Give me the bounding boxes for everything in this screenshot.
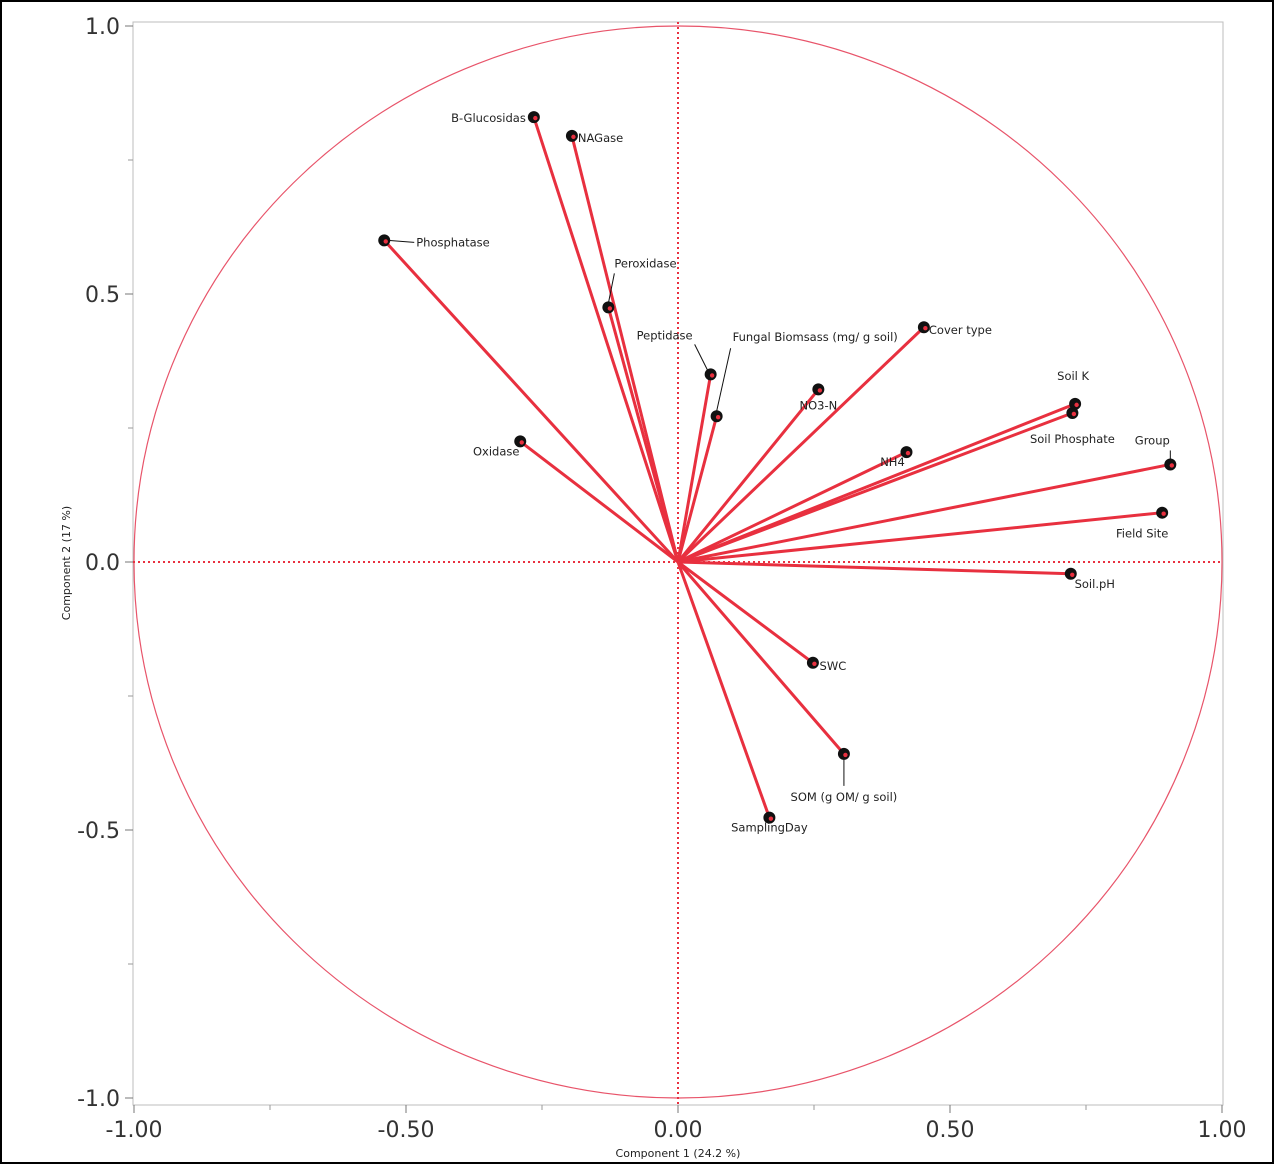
label-group: Group [1135,433,1170,447]
x-axis-title: Component 1 (24.2 %) [616,1147,741,1160]
point-inner-peroxidase [607,306,613,311]
vector-b-glucosidase [532,115,680,564]
leader-fungal-biomsass-mg-g-soil [716,348,732,412]
point-inner-cover-type [923,326,928,331]
point-inner-som-g-om-g-soil [843,752,848,758]
vector-peptidase [676,372,713,564]
point-inner-oxidase [519,440,524,445]
vectors-layer [382,115,1172,820]
y-axis-title: Component 2 (17 %) [60,506,73,620]
y-tick-label-4: -1.0 [77,1087,120,1112]
vector-samplingday [676,560,771,820]
label-no3-n: NO3-N [799,398,837,412]
point-inner-b-glucosidase [533,115,538,121]
label-nagase: NAGase [578,131,623,145]
vector-no3-n [676,387,820,564]
vector-group [676,462,1172,564]
y-tick-label-2: 0.0 [85,551,120,576]
vector-field-site [676,511,1164,564]
point-inner-nagase [571,134,576,140]
vector-nagase [570,134,680,564]
label-field-site: Field Site [1116,527,1168,541]
label-som-g-om-g-soil: SOM (g OM/ g soil) [791,790,898,804]
point-inner-phosphatase [383,239,388,244]
label-samplingday: SamplingDay [731,821,808,835]
label-cover-type: Cover type [929,323,992,337]
label-soil-ph: Soil.pH [1075,577,1115,591]
y-tick-label-1: 0.5 [85,283,120,308]
point-inner-soil-ph [1070,572,1075,577]
point-inner-nh4 [905,450,911,456]
y-tick-label-0: 1.0 [85,15,120,40]
vector-swc [676,560,815,665]
vector-som-g-om-g-soil [676,560,846,756]
vector-fungal-biomsass-mg-g-soil [676,414,719,564]
point-inner-samplingday [768,816,774,821]
leader-lines-layer [388,239,1171,786]
leader-peroxidase [607,273,615,304]
y-tick-label-3: -0.5 [77,819,120,844]
point-inner-no3-n [817,388,823,393]
x-tick-label-0: -1.00 [106,1118,163,1143]
x-tick-label-4: 1.00 [1198,1118,1247,1143]
points-layer [378,111,1177,824]
label-phosphatase: Phosphatase [416,235,490,249]
vector-soil-ph [676,560,1073,576]
label-b-glucosidase: B-Glucosidas [451,111,526,125]
x-tick-label-3: 0.50 [926,1118,975,1143]
point-inner-peptidase [709,373,715,378]
vector-peroxidase [606,305,680,564]
label-oxidase: Oxidase [473,444,519,458]
label-peroxidase: Peroxidase [614,256,676,270]
label-swc: SWC [820,659,847,673]
vector-soil-phosphate [676,411,1074,564]
vector-phosphatase [382,238,680,564]
ticks-layer: -1.00 -0.50 0.00 0.50 1.00 1.0 0.5 0.0 -0.5 -1.0 [77,15,1246,1143]
label-soil-k: Soil K [1057,369,1089,383]
label-nh4: NH4 [880,455,905,469]
vector-cover-type [676,325,926,564]
vector-oxidase [518,439,680,564]
x-tick-label-1: -0.50 [378,1118,435,1143]
label-peptidase: Peptidase [637,328,693,342]
labels-layer: B-Glucosidas NAGase Phosphatase Peroxidase P… [416,111,1170,835]
label-fungal-biomsass-mg-g-soil: Fungal Biomsass (mg/ g soil) [733,330,898,344]
point-inner-soil-phosphate [1071,411,1077,417]
leader-peptidase [694,344,709,371]
x-tick-label-2: 0.00 [654,1118,703,1143]
point-inner-field-site [1161,511,1166,516]
point-inner-soil-k [1074,402,1079,408]
vector-nh4 [676,450,908,564]
label-soil-phosphate: Soil Phosphate [1030,432,1115,446]
leader-phosphatase [388,239,415,243]
point-inner-fungal-biomsass-mg-g-soil [715,415,721,420]
point-inner-swc [812,661,817,666]
point-inner-group [1169,463,1175,468]
